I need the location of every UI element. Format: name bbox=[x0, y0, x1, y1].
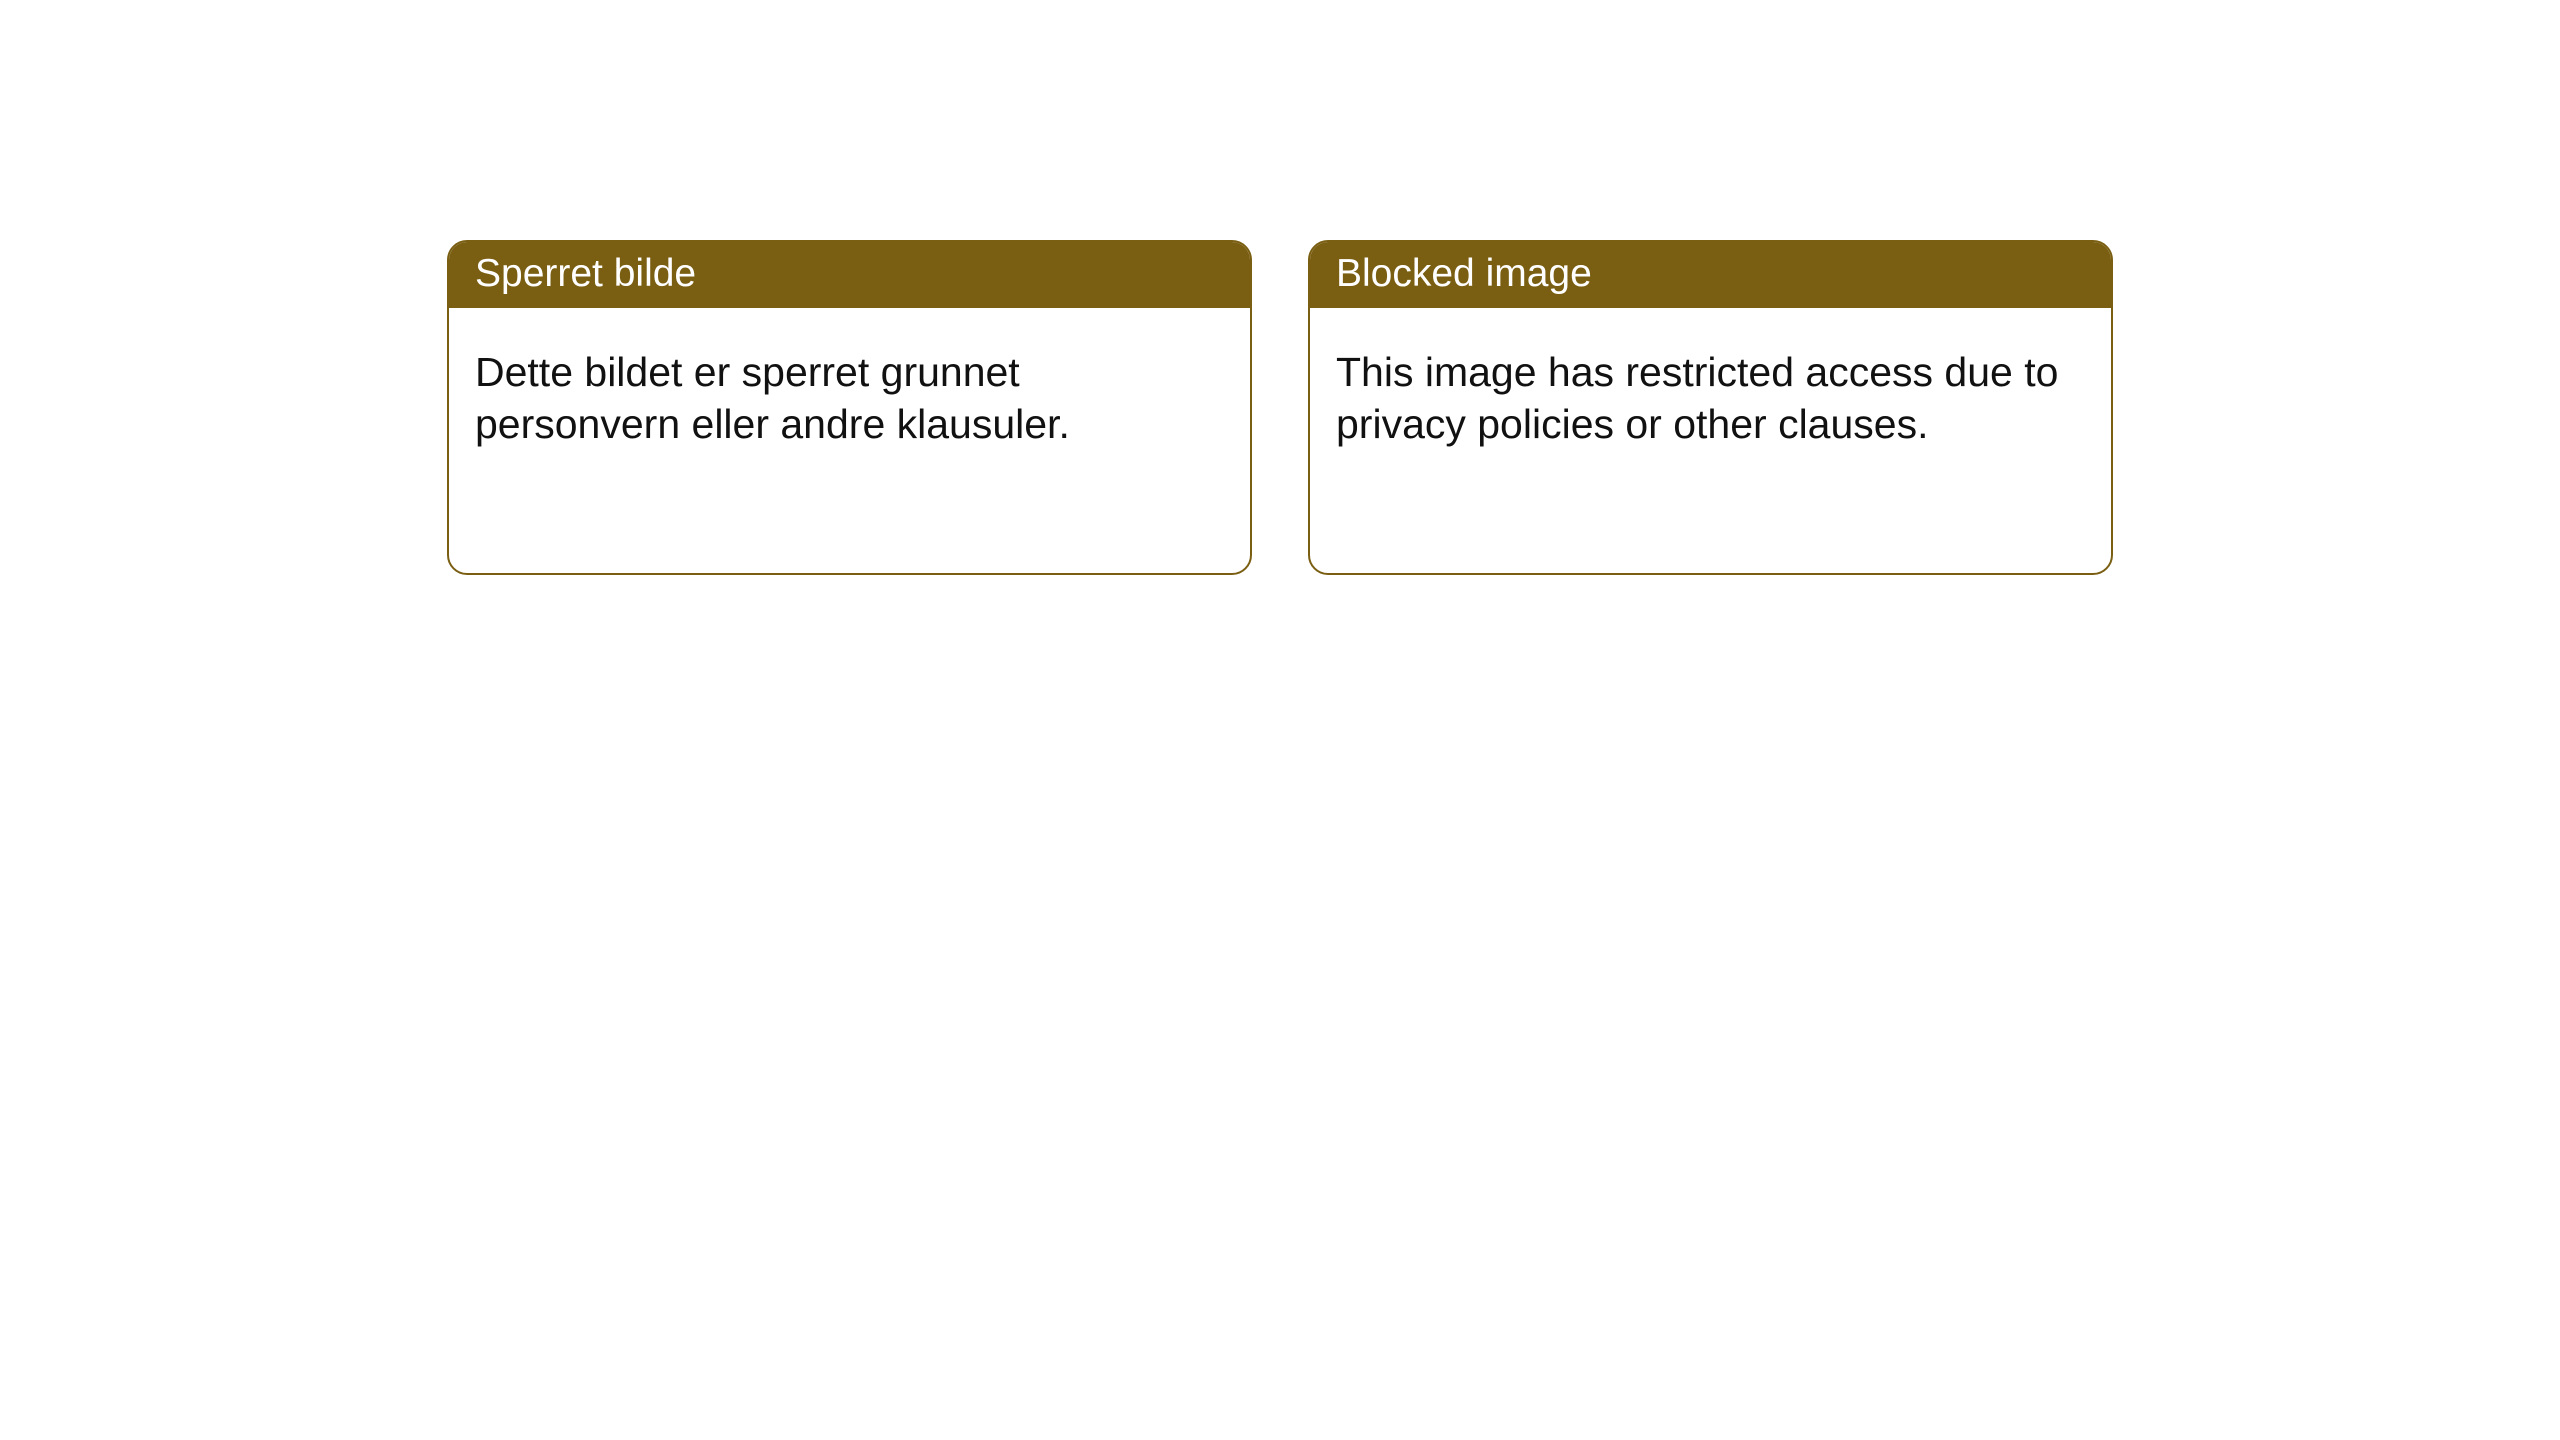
notice-body-text: Dette bildet er sperret grunnet personve… bbox=[475, 349, 1070, 447]
notice-title: Blocked image bbox=[1336, 252, 1592, 295]
notice-title: Sperret bilde bbox=[475, 252, 696, 295]
notice-header: Sperret bilde bbox=[449, 242, 1250, 308]
notice-header: Blocked image bbox=[1310, 242, 2111, 308]
notice-card-norwegian: Sperret bilde Dette bildet er sperret gr… bbox=[447, 240, 1252, 575]
notice-card-english: Blocked image This image has restricted … bbox=[1308, 240, 2113, 575]
notice-body: Dette bildet er sperret grunnet personve… bbox=[449, 308, 1250, 477]
notice-body-text: This image has restricted access due to … bbox=[1336, 349, 2058, 447]
notice-container: Sperret bilde Dette bildet er sperret gr… bbox=[447, 240, 2113, 575]
notice-body: This image has restricted access due to … bbox=[1310, 308, 2111, 477]
